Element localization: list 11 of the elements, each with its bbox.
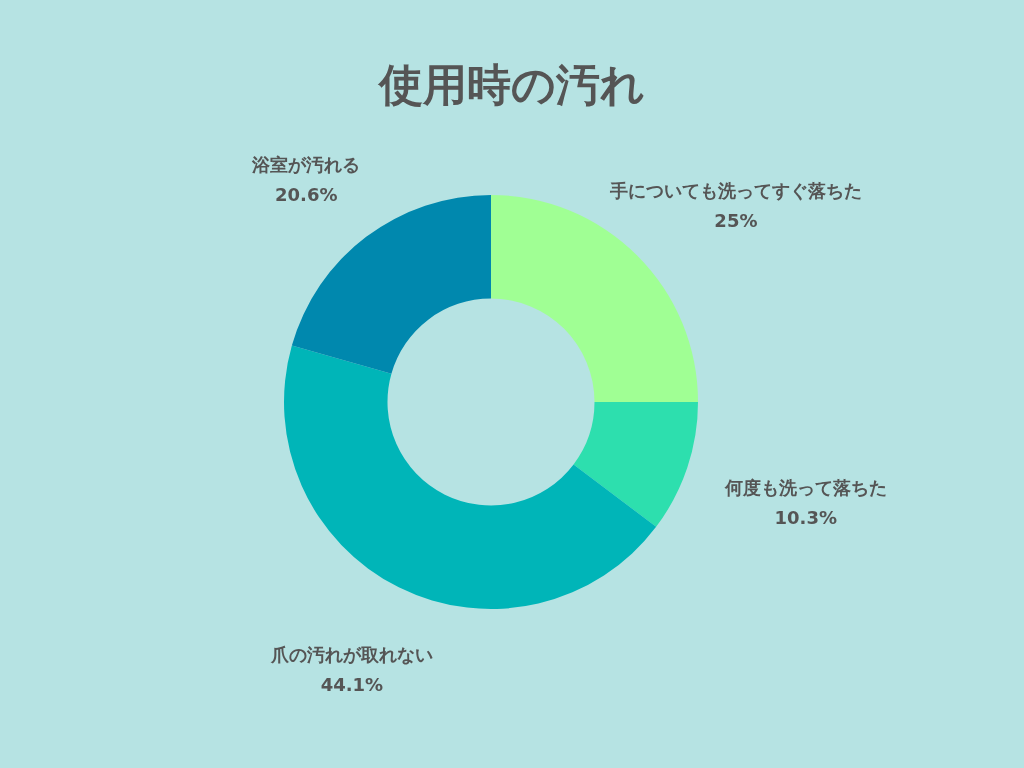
data-label: 25% [714, 210, 758, 232]
slice-label: 何度も洗って落ちた [723, 477, 887, 499]
data-label: 10.3% [774, 507, 837, 529]
slice-label: 浴室が汚れる [251, 153, 361, 175]
data-label: 44.1% [320, 674, 384, 696]
donut-slice [284, 345, 657, 609]
slice-label: 爪の汚れが取れない [269, 644, 433, 666]
chart-title: 使用時の汚れ [377, 59, 645, 110]
slice-label: 手についても洗ってすぐ落ちた [608, 180, 862, 202]
data-label: 20.6% [275, 183, 338, 205]
donut-slice [573, 402, 698, 527]
